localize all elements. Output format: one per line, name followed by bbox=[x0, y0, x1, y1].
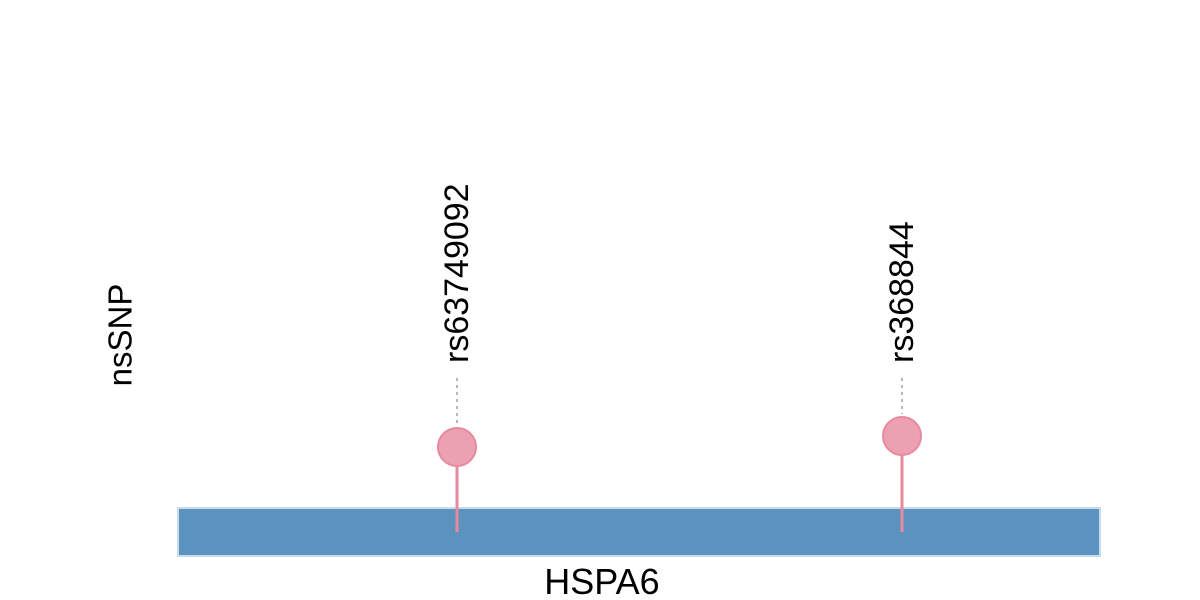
snp-marker bbox=[437, 427, 477, 467]
snp-label-layer: rs63749092 rs368844 bbox=[438, 183, 921, 363]
gene-name-label: HSPA6 bbox=[544, 561, 659, 600]
snp-marker bbox=[882, 416, 922, 456]
track-title: nsSNP bbox=[102, 284, 139, 387]
snp-label: rs63749092 bbox=[438, 183, 476, 363]
gene-body-bar bbox=[177, 507, 1101, 557]
snp-label: rs368844 bbox=[883, 221, 921, 363]
snp-layer bbox=[437, 378, 922, 532]
